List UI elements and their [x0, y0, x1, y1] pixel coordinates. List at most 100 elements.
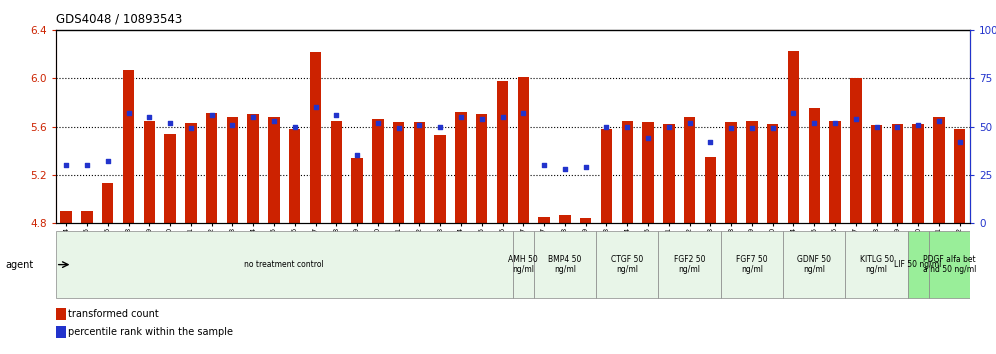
Text: PDGF alfa bet
a hd 50 ng/ml: PDGF alfa bet a hd 50 ng/ml: [922, 255, 976, 274]
Point: [557, 166, 573, 172]
Bar: [559, 215, 571, 223]
Bar: [61, 211, 72, 223]
Point: [640, 135, 656, 141]
Text: FGF7 50
ng/ml: FGF7 50 ng/ml: [736, 255, 768, 274]
Bar: [851, 78, 862, 223]
Text: KITLG 50
ng/ml: KITLG 50 ng/ml: [860, 255, 893, 274]
Point: [681, 120, 697, 126]
Bar: [206, 113, 217, 223]
Bar: [767, 124, 779, 223]
Bar: [954, 129, 965, 223]
Point: [931, 118, 947, 124]
Point: [910, 122, 926, 127]
Point: [266, 118, 282, 124]
Bar: [912, 124, 924, 223]
Point: [474, 116, 490, 122]
FancyBboxPatch shape: [513, 232, 534, 298]
Point: [827, 120, 843, 126]
Point: [141, 114, 157, 120]
Text: FGF2 50
ng/ml: FGF2 50 ng/ml: [674, 255, 705, 274]
Bar: [725, 122, 737, 223]
Bar: [373, 119, 383, 223]
Bar: [622, 120, 632, 223]
Bar: [268, 117, 280, 223]
Point: [390, 126, 406, 131]
Bar: [830, 120, 841, 223]
Point: [869, 124, 884, 129]
Point: [495, 114, 511, 120]
Point: [744, 126, 760, 131]
Point: [224, 122, 240, 127]
Point: [660, 124, 676, 129]
Bar: [933, 117, 944, 223]
Bar: [788, 51, 799, 223]
Bar: [684, 117, 695, 223]
Bar: [497, 81, 508, 223]
Bar: [580, 218, 592, 223]
Bar: [601, 129, 613, 223]
Point: [952, 139, 968, 145]
FancyBboxPatch shape: [846, 232, 907, 298]
Text: transformed count: transformed count: [68, 309, 158, 319]
Bar: [434, 135, 446, 223]
Bar: [185, 123, 196, 223]
Point: [370, 120, 385, 126]
Point: [848, 116, 864, 122]
Bar: [663, 124, 674, 223]
Point: [453, 114, 469, 120]
Bar: [164, 134, 175, 223]
Bar: [352, 158, 363, 223]
Bar: [809, 108, 820, 223]
Text: no treatment control: no treatment control: [244, 260, 325, 269]
Text: agent: agent: [5, 259, 33, 270]
Bar: [476, 114, 487, 223]
Point: [515, 110, 531, 116]
Point: [79, 162, 95, 168]
Bar: [891, 124, 903, 223]
Point: [245, 114, 261, 120]
FancyBboxPatch shape: [783, 232, 846, 298]
Point: [308, 104, 324, 110]
Text: GDNF 50
ng/ml: GDNF 50 ng/ml: [797, 255, 832, 274]
Text: AMH 50
ng/ml: AMH 50 ng/ml: [508, 255, 538, 274]
Bar: [704, 157, 716, 223]
Text: GDS4048 / 10893543: GDS4048 / 10893543: [56, 12, 182, 25]
Bar: [455, 112, 467, 223]
Point: [411, 122, 427, 127]
Point: [183, 126, 199, 131]
Bar: [143, 120, 155, 223]
Point: [58, 162, 74, 168]
Point: [620, 124, 635, 129]
Bar: [289, 129, 301, 223]
FancyBboxPatch shape: [56, 232, 513, 298]
FancyBboxPatch shape: [658, 232, 721, 298]
Point: [786, 110, 802, 116]
Bar: [102, 183, 114, 223]
Bar: [123, 70, 134, 223]
FancyBboxPatch shape: [928, 232, 970, 298]
Bar: [518, 77, 529, 223]
Point: [203, 112, 219, 118]
FancyBboxPatch shape: [907, 232, 928, 298]
Bar: [310, 52, 322, 223]
Point: [702, 139, 718, 145]
Text: LIF 50 ng/ml: LIF 50 ng/ml: [894, 260, 942, 269]
Bar: [413, 122, 425, 223]
Bar: [331, 120, 342, 223]
FancyBboxPatch shape: [596, 232, 658, 298]
Text: BMP4 50
ng/ml: BMP4 50 ng/ml: [548, 255, 582, 274]
FancyBboxPatch shape: [534, 232, 596, 298]
Bar: [642, 122, 653, 223]
Point: [889, 124, 905, 129]
Point: [765, 126, 781, 131]
Bar: [82, 211, 93, 223]
Point: [723, 126, 739, 131]
Point: [807, 120, 823, 126]
Point: [121, 110, 136, 116]
Point: [162, 120, 178, 126]
Point: [350, 153, 366, 158]
Point: [329, 112, 345, 118]
Point: [287, 124, 303, 129]
Bar: [227, 117, 238, 223]
Point: [432, 124, 448, 129]
